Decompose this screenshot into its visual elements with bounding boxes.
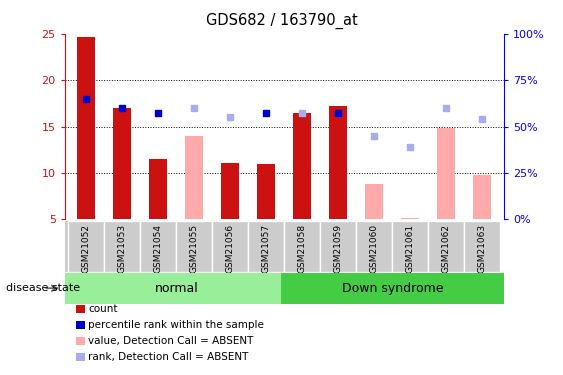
Bar [104, 221, 140, 272]
Bar [212, 221, 248, 272]
Bar [77, 306, 84, 313]
Bar [149, 159, 167, 219]
Bar [356, 221, 392, 272]
Text: rank, Detection Call = ABSENT: rank, Detection Call = ABSENT [88, 352, 249, 362]
Text: GSM21054: GSM21054 [154, 224, 163, 273]
Text: Down syndrome: Down syndrome [342, 282, 443, 295]
Bar [329, 106, 347, 219]
Bar [77, 353, 84, 360]
Text: GSM21061: GSM21061 [406, 224, 415, 273]
Text: GSM21053: GSM21053 [118, 224, 127, 273]
Bar [293, 112, 311, 219]
Bar [320, 221, 356, 272]
Bar [464, 221, 501, 272]
Text: GSM21062: GSM21062 [442, 224, 451, 273]
Text: GSM21056: GSM21056 [226, 224, 235, 273]
Bar [68, 221, 104, 272]
Bar [221, 163, 239, 219]
Text: GDS682 / 163790_at: GDS682 / 163790_at [205, 13, 358, 29]
Bar [428, 221, 464, 272]
Bar [77, 337, 84, 345]
Text: value, Detection Call = ABSENT: value, Detection Call = ABSENT [88, 336, 254, 346]
Bar [365, 184, 383, 219]
Text: GSM21063: GSM21063 [478, 224, 487, 273]
Bar [401, 217, 419, 219]
Bar [77, 321, 84, 329]
Text: GSM21057: GSM21057 [262, 224, 271, 273]
Bar [77, 36, 95, 219]
Bar [140, 221, 176, 272]
Text: percentile rank within the sample: percentile rank within the sample [88, 320, 264, 330]
Text: normal: normal [154, 282, 198, 295]
Bar [65, 273, 281, 304]
Text: GSM21052: GSM21052 [82, 224, 91, 273]
Bar [176, 221, 212, 272]
Text: count: count [88, 304, 118, 314]
Text: GSM21055: GSM21055 [190, 224, 199, 273]
Bar [185, 136, 203, 219]
Text: disease state: disease state [6, 283, 80, 293]
Bar [284, 221, 320, 272]
Bar [392, 221, 428, 272]
Bar [248, 221, 284, 272]
Bar [113, 108, 131, 219]
Bar [281, 273, 504, 304]
Text: GSM21059: GSM21059 [334, 224, 343, 273]
Bar [257, 164, 275, 219]
Bar [437, 128, 455, 219]
Text: GSM21060: GSM21060 [370, 224, 379, 273]
Bar [473, 175, 491, 219]
Text: GSM21058: GSM21058 [298, 224, 307, 273]
